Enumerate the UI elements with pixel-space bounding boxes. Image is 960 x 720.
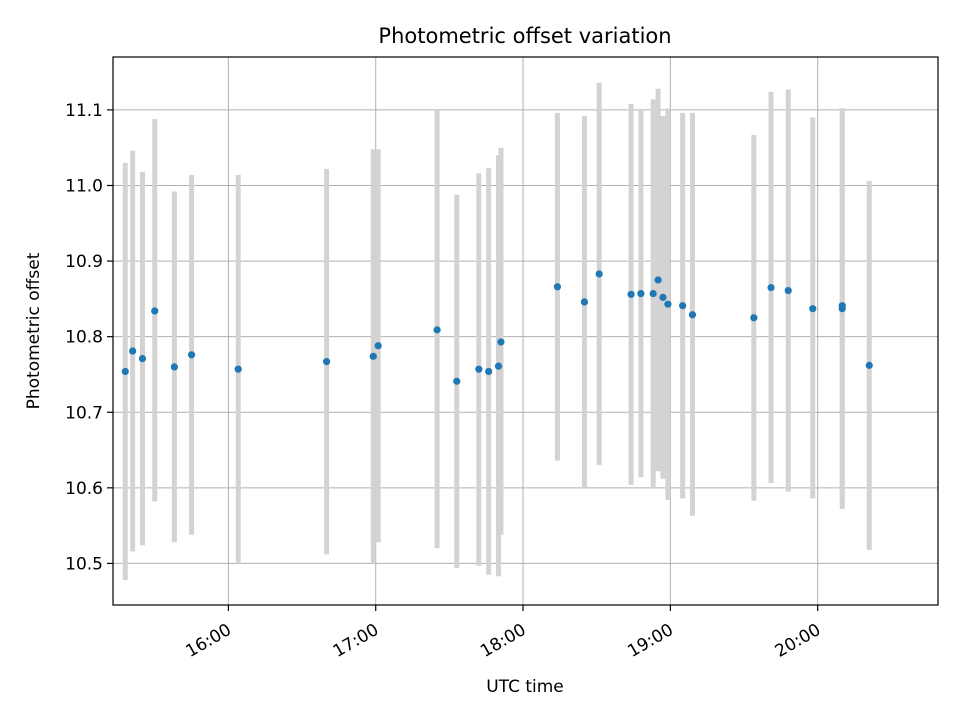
y-tick-label: 10.5 xyxy=(65,554,103,574)
data-point xyxy=(433,326,441,334)
data-point xyxy=(151,307,159,315)
data-point xyxy=(485,367,493,376)
data-point xyxy=(580,298,589,306)
data-points xyxy=(121,270,873,385)
chart-title: Photometric offset variation xyxy=(378,24,671,48)
data-point xyxy=(374,342,382,350)
y-tick-label: 11.1 xyxy=(65,101,103,121)
data-point xyxy=(649,289,657,298)
data-point xyxy=(595,270,603,278)
y-tick-label: 10.6 xyxy=(65,479,103,499)
y-tick-label: 10.8 xyxy=(65,328,103,348)
y-tick-label: 11.0 xyxy=(65,176,103,196)
x-axis-label: UTC time xyxy=(486,677,564,697)
data-point xyxy=(187,351,196,359)
y-tick-label: 10.9 xyxy=(65,252,103,272)
data-point xyxy=(497,338,505,346)
data-point xyxy=(453,377,461,385)
plot-frame xyxy=(112,56,939,606)
data-point xyxy=(659,293,667,301)
data-point xyxy=(138,354,147,363)
data-point xyxy=(234,365,242,373)
data-point xyxy=(750,314,758,322)
data-point xyxy=(865,361,873,369)
y-axis-label: Photometric offset xyxy=(24,252,44,409)
data-point xyxy=(129,347,137,355)
data-point xyxy=(688,311,697,319)
data-point xyxy=(654,276,662,284)
data-point xyxy=(809,305,817,313)
data-point xyxy=(553,283,562,291)
data-point xyxy=(369,352,377,360)
data-point xyxy=(637,289,645,298)
data-point xyxy=(784,286,792,295)
data-point xyxy=(838,302,846,310)
data-point xyxy=(767,283,775,292)
data-point xyxy=(121,367,129,376)
data-point xyxy=(323,358,331,366)
data-point xyxy=(475,365,483,373)
data-point xyxy=(170,363,178,371)
data-point xyxy=(494,362,503,370)
data-point xyxy=(679,302,687,310)
data-point xyxy=(664,300,672,308)
data-point xyxy=(627,290,635,298)
y-axis-ticks: 10.5 10.6 10.7 10.8 10.9 11.0 11.1 xyxy=(65,101,113,574)
y-tick-label: 10.7 xyxy=(65,403,103,423)
